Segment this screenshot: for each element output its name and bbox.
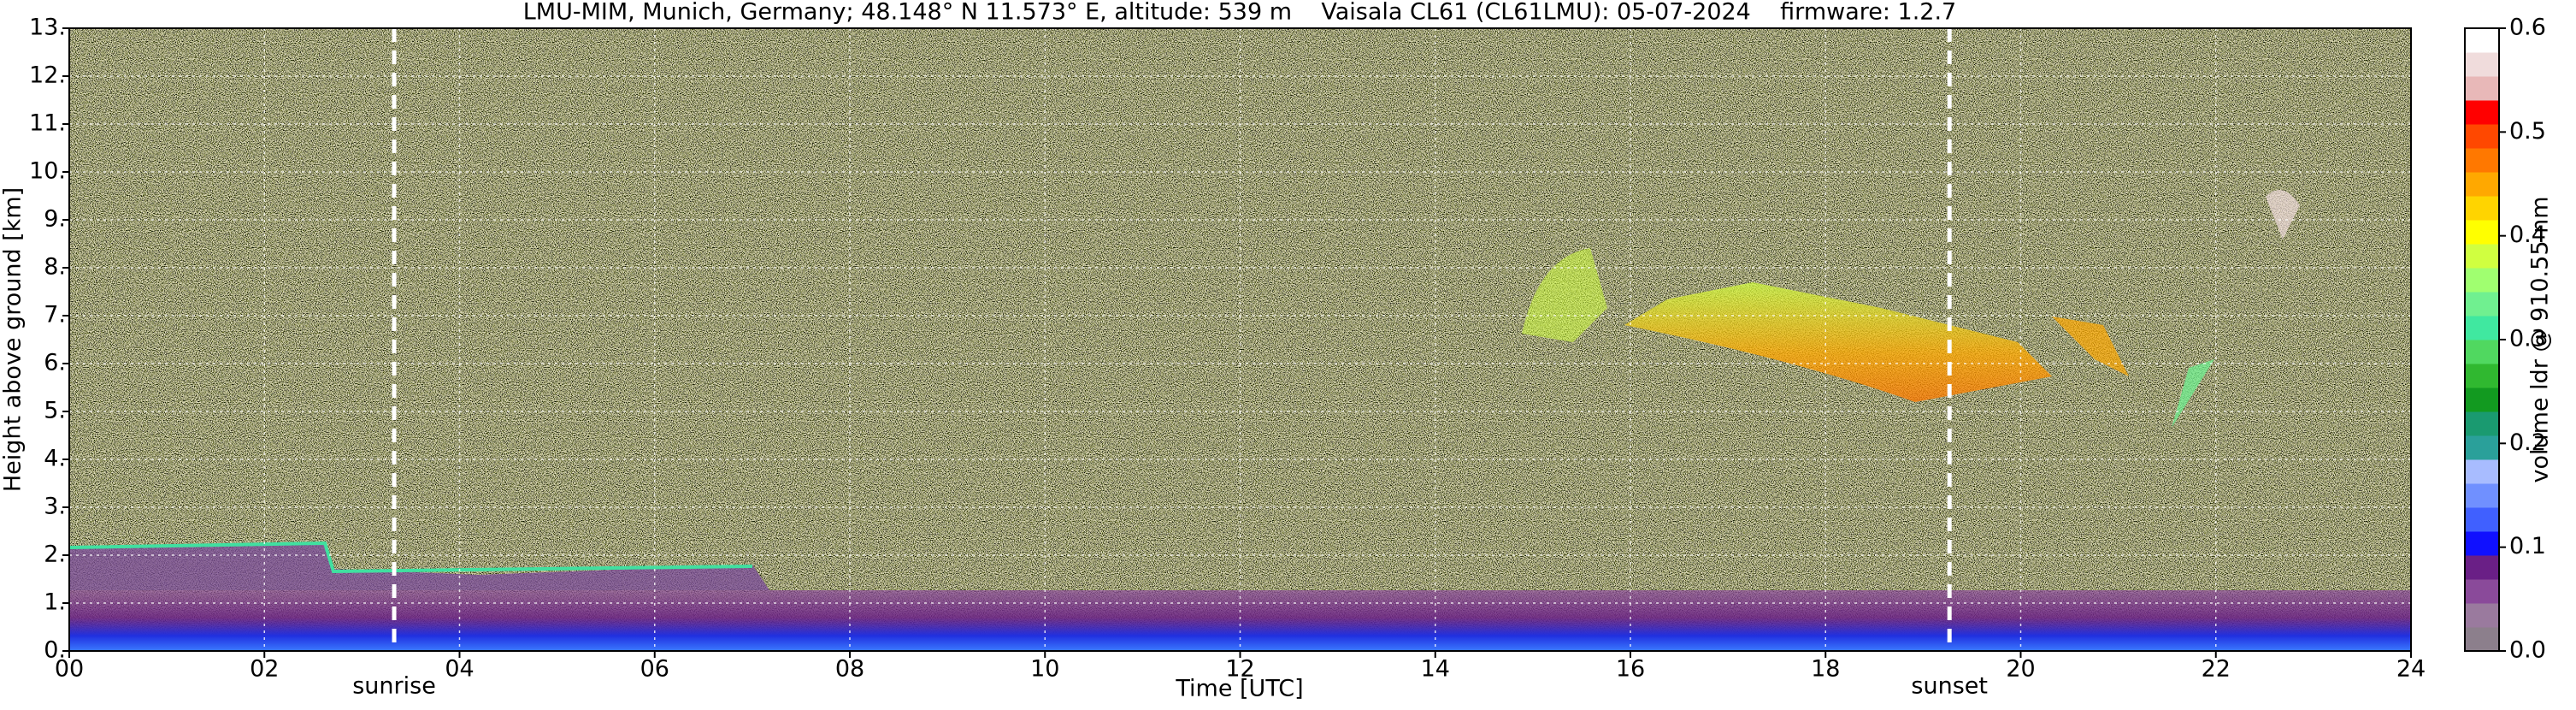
x-tick-label: 20 bbox=[2006, 656, 2035, 683]
y-tick-label: 13. bbox=[29, 15, 66, 41]
y-tick-label: 9. bbox=[44, 206, 66, 233]
cloud-patch bbox=[2266, 190, 2300, 240]
colorbar-swatch bbox=[2465, 100, 2499, 125]
x-tick-label: 16 bbox=[1616, 656, 1645, 683]
colorbar-swatch bbox=[2465, 627, 2499, 652]
colorbar-swatch bbox=[2465, 531, 2499, 556]
colorbar-swatch bbox=[2465, 483, 2499, 508]
y-tick-label: 4. bbox=[44, 446, 66, 472]
cloud-patch bbox=[2052, 317, 2129, 376]
colorbar-swatch bbox=[2465, 435, 2499, 460]
residual-layer bbox=[69, 543, 769, 590]
cloud-patch bbox=[2172, 359, 2214, 428]
colorbar-swatch bbox=[2465, 555, 2499, 580]
x-tick-label: 08 bbox=[835, 656, 864, 683]
y-tick-label: 12. bbox=[29, 62, 66, 89]
colorbar-swatch bbox=[2465, 268, 2499, 293]
colorbar-swatch bbox=[2465, 76, 2499, 101]
colorbar-swatch bbox=[2465, 388, 2499, 412]
y-tick-label: 6. bbox=[44, 350, 66, 376]
colorbar-swatch bbox=[2465, 124, 2499, 149]
colorbar-swatch bbox=[2465, 196, 2499, 221]
cloud-patch bbox=[1522, 248, 1607, 342]
y-tick-label: 8. bbox=[44, 254, 66, 281]
boundary-layer bbox=[69, 590, 2411, 651]
cloud-layer bbox=[1624, 282, 2052, 402]
colorbar-tick-label: 0.0 bbox=[2509, 637, 2546, 664]
y-tick-label: 11. bbox=[29, 110, 66, 137]
colorbar-swatch bbox=[2465, 172, 2499, 197]
annotation-label: sunset bbox=[1911, 673, 1988, 700]
colorbar-swatch bbox=[2465, 220, 2499, 245]
colorbar-swatch bbox=[2465, 292, 2499, 317]
colorbar-swatch bbox=[2465, 579, 2499, 604]
x-tick-label: 10 bbox=[1030, 656, 1059, 683]
colorbar-swatch bbox=[2465, 507, 2499, 532]
y-tick-label: 3. bbox=[44, 494, 66, 520]
colorbar-tick-label: 0.4 bbox=[2509, 222, 2546, 248]
x-tick-label: 14 bbox=[1421, 656, 1450, 683]
y-tick-label: 10. bbox=[29, 158, 66, 185]
x-tick-label: 12 bbox=[1225, 656, 1254, 683]
x-tick-label: 06 bbox=[640, 656, 669, 683]
colorbar-swatch bbox=[2465, 244, 2499, 269]
x-tick-label: 18 bbox=[1811, 656, 1840, 683]
y-tick-label: 2. bbox=[44, 541, 66, 568]
colorbar-swatch bbox=[2465, 28, 2499, 53]
x-tick-label: 04 bbox=[445, 656, 474, 683]
y-tick-label: 7. bbox=[44, 302, 66, 328]
y-tick-label: 5. bbox=[44, 398, 66, 424]
y-tick-label: 1. bbox=[44, 589, 66, 616]
y-tick-label: 0. bbox=[44, 637, 66, 664]
x-tick-label: 24 bbox=[2396, 656, 2426, 683]
colorbar-tick-label: 0.5 bbox=[2509, 118, 2546, 145]
colorbar-tick-label: 0.3 bbox=[2509, 326, 2546, 352]
colorbar-label: volume ldr @ 910.55 nm bbox=[2527, 197, 2554, 483]
x-axis-label: Time [UTC] bbox=[1175, 676, 1303, 702]
x-tick-label: 00 bbox=[55, 656, 84, 683]
plot-frame bbox=[68, 27, 2412, 652]
layer-top bbox=[68, 541, 753, 574]
colorbar-swatch bbox=[2465, 411, 2499, 436]
y-axis-label: Height above ground [km] bbox=[0, 187, 27, 492]
colorbar-tick-label: 0.2 bbox=[2509, 429, 2546, 456]
colorbar-swatch bbox=[2465, 148, 2499, 173]
x-tick-label: 22 bbox=[2202, 656, 2231, 683]
colorbar-tick-label: 0.1 bbox=[2509, 533, 2546, 559]
colorbar-swatch bbox=[2465, 52, 2499, 77]
colorbar-swatch bbox=[2465, 364, 2499, 388]
colorbar-swatch bbox=[2465, 340, 2499, 364]
x-tick-label: 02 bbox=[250, 656, 279, 683]
chart-title: LMU-MIM, Munich, Germany; 48.148° N 11.5… bbox=[523, 0, 1957, 26]
annotation-label: sunrise bbox=[352, 673, 436, 700]
colorbar-swatch bbox=[2465, 316, 2499, 340]
colorbar-swatch bbox=[2465, 603, 2499, 628]
colorbar-swatch bbox=[2465, 459, 2499, 484]
colorbar-tick-label: 0.6 bbox=[2509, 15, 2546, 41]
